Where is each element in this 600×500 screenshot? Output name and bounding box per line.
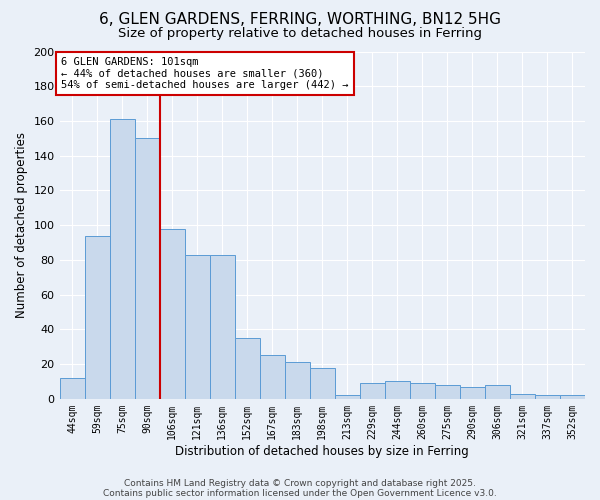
- Bar: [335, 396, 360, 399]
- Text: Contains HM Land Registry data © Crown copyright and database right 2025.: Contains HM Land Registry data © Crown c…: [124, 478, 476, 488]
- Bar: [435, 385, 460, 399]
- Bar: [160, 228, 185, 399]
- Y-axis label: Number of detached properties: Number of detached properties: [15, 132, 28, 318]
- Text: Contains public sector information licensed under the Open Government Licence v3: Contains public sector information licen…: [103, 488, 497, 498]
- Bar: [510, 394, 535, 399]
- Text: 6, GLEN GARDENS, FERRING, WORTHING, BN12 5HG: 6, GLEN GARDENS, FERRING, WORTHING, BN12…: [99, 12, 501, 28]
- Bar: [59, 378, 85, 399]
- Bar: [535, 396, 560, 399]
- Bar: [235, 338, 260, 399]
- Bar: [185, 254, 209, 399]
- Bar: [134, 138, 160, 399]
- Bar: [285, 362, 310, 399]
- Bar: [110, 119, 134, 399]
- Text: 6 GLEN GARDENS: 101sqm
← 44% of detached houses are smaller (360)
54% of semi-de: 6 GLEN GARDENS: 101sqm ← 44% of detached…: [61, 56, 348, 90]
- X-axis label: Distribution of detached houses by size in Ferring: Distribution of detached houses by size …: [175, 444, 469, 458]
- Bar: [385, 382, 410, 399]
- Bar: [560, 396, 585, 399]
- Bar: [460, 386, 485, 399]
- Bar: [360, 383, 385, 399]
- Bar: [85, 236, 110, 399]
- Bar: [209, 254, 235, 399]
- Bar: [410, 383, 435, 399]
- Bar: [260, 356, 285, 399]
- Bar: [310, 368, 335, 399]
- Bar: [485, 385, 510, 399]
- Text: Size of property relative to detached houses in Ferring: Size of property relative to detached ho…: [118, 28, 482, 40]
